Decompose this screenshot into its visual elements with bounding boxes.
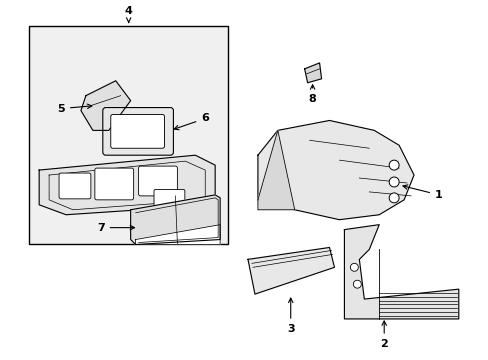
Polygon shape [344, 225, 458, 319]
Circle shape [350, 264, 358, 271]
Text: 5: 5 [57, 104, 92, 113]
Bar [29, 26, 227, 244]
Polygon shape [257, 121, 413, 220]
Polygon shape [81, 81, 130, 130]
Circle shape [388, 177, 398, 187]
Text: 4: 4 [124, 6, 132, 22]
FancyBboxPatch shape [154, 189, 184, 206]
FancyBboxPatch shape [102, 108, 173, 155]
FancyBboxPatch shape [138, 166, 177, 196]
Polygon shape [135, 225, 220, 244]
Text: 1: 1 [402, 185, 442, 200]
Polygon shape [130, 195, 220, 244]
FancyBboxPatch shape [95, 168, 133, 200]
FancyBboxPatch shape [59, 173, 91, 199]
Polygon shape [304, 63, 321, 83]
Circle shape [353, 280, 361, 288]
Text: 7: 7 [97, 222, 134, 233]
Polygon shape [247, 247, 334, 294]
Text: 8: 8 [308, 85, 316, 104]
Polygon shape [257, 130, 294, 210]
Text: 3: 3 [286, 298, 294, 334]
Text: 2: 2 [380, 321, 387, 349]
Polygon shape [39, 155, 215, 215]
Text: 6: 6 [174, 113, 209, 130]
FancyBboxPatch shape [111, 114, 164, 148]
Circle shape [388, 160, 398, 170]
Circle shape [388, 193, 398, 203]
